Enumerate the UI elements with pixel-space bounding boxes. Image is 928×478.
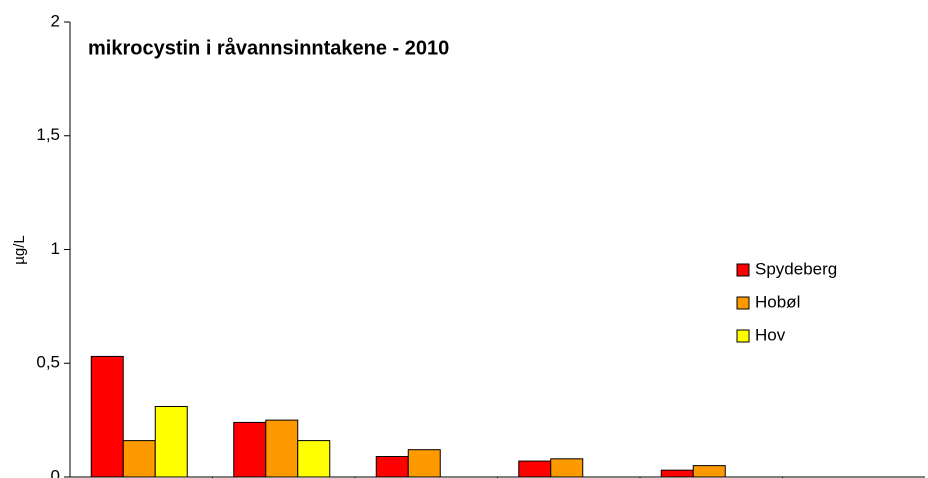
bar	[233, 421, 267, 478]
bar	[122, 440, 156, 478]
bar	[90, 355, 124, 478]
y-tick-label: 1,5	[36, 125, 60, 144]
legend-swatch	[736, 296, 750, 310]
y-axis-label: µg/L	[11, 235, 28, 265]
bar	[518, 460, 552, 478]
bar	[660, 469, 694, 478]
legend-label: Hobøl	[755, 292, 800, 311]
y-tick-label: 1	[51, 239, 60, 258]
bar	[265, 419, 299, 478]
legend-swatch	[736, 263, 750, 277]
legend-label: Spydeberg	[755, 259, 837, 278]
legend-label: Hov	[755, 325, 786, 344]
y-tick-label: 2	[51, 11, 60, 30]
bar	[375, 456, 409, 478]
y-tick-label: 0,5	[36, 353, 60, 372]
bar	[407, 449, 441, 478]
bar	[550, 458, 584, 478]
chart-title: mikrocystin i råvannsinntakene - 2010	[88, 36, 449, 59]
bar	[297, 440, 331, 478]
bar	[154, 405, 188, 478]
legend-swatch	[736, 329, 750, 343]
bar	[692, 465, 726, 478]
y-tick-label: 0	[51, 466, 60, 478]
